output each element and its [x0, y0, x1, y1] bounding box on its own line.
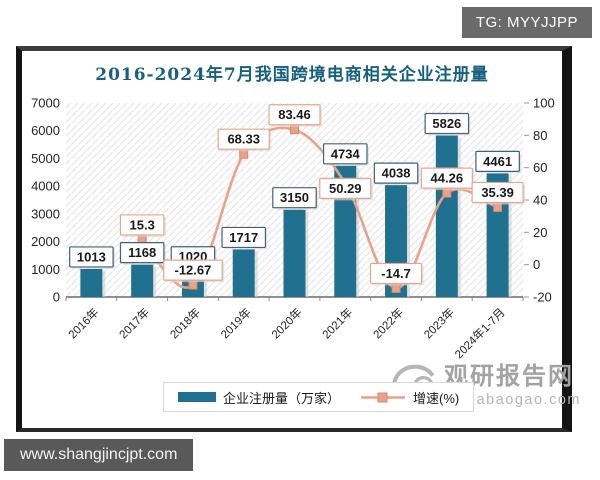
left-axis-tick-label: 5000	[31, 151, 60, 166]
line-value-label-box	[420, 167, 473, 189]
x-axis-category-label: 2016年	[65, 305, 101, 341]
bar-value-label-box	[322, 143, 368, 165]
line-value-label: 50.29	[329, 181, 362, 196]
x-axis-category-label: 2018年	[167, 305, 203, 341]
bar-shadow	[102, 270, 106, 297]
x-axis-category-label: 2024年1-7月	[452, 305, 508, 361]
bar-value-label-box	[475, 150, 520, 172]
legend-label-bars: 企业注册量（万家）	[223, 390, 341, 406]
x-axis-category-label: 2020年	[268, 305, 304, 341]
line-marker	[239, 149, 249, 159]
bar-value-label: 3150	[280, 190, 309, 205]
right-axis-tick-label: -20	[533, 290, 552, 305]
x-axis-category-label: 2021年	[319, 305, 355, 341]
line-value-label: 68.33	[227, 132, 260, 147]
site-url-badge: www.shangjincjpt.com	[4, 439, 194, 471]
line-value-label: 35.39	[481, 185, 514, 200]
legend: 企业注册量（万家） 增速(%)	[163, 382, 475, 412]
bar-value-label: 1168	[128, 245, 156, 260]
line-value-label: -14.7	[381, 266, 411, 281]
line-marker	[442, 188, 452, 198]
bar	[232, 249, 255, 297]
bar-value-label-box	[272, 187, 317, 209]
line-marker	[290, 125, 299, 135]
left-axis-tick-label: 0	[53, 290, 60, 305]
line-value-label-box	[369, 262, 423, 285]
x-axis-category-label: 2023年	[421, 305, 457, 341]
left-axis-tick-label: 6000	[31, 123, 60, 138]
line-value-label: 15.3	[130, 217, 155, 232]
line-marker	[391, 283, 401, 293]
chart-title: 2016-2024年7月我国跨境电商相关企业注册量	[95, 65, 489, 85]
legend-item-line: 增速(%)	[360, 388, 459, 407]
line-value-label-box	[471, 181, 524, 204]
right-axis-tick-label: 60	[533, 160, 547, 175]
bar-value-label-box	[119, 242, 165, 264]
bar-shadow	[254, 251, 258, 297]
line-marker	[188, 280, 198, 290]
watermark-domain: chinabaogao.com	[444, 392, 581, 408]
bar	[435, 135, 458, 297]
right-axis-tick-label: 80	[533, 128, 547, 143]
right-axis-tick-label: 0	[533, 257, 540, 272]
x-axis-category-label: 2019年	[218, 305, 254, 341]
bar	[131, 264, 154, 297]
bar-shadow	[203, 270, 207, 297]
bar-series-swatch	[178, 392, 216, 402]
legend-item-bars: 企业注册量（万家）	[178, 388, 340, 407]
left-axis-tick-label: 2000	[31, 234, 60, 249]
line-marker	[493, 202, 503, 212]
bar-value-label: 5826	[432, 116, 461, 131]
bar-value-label-box	[221, 226, 267, 249]
bar-shadow	[457, 137, 461, 297]
line-value-label-box	[268, 104, 321, 126]
line-value-label: 44.26	[431, 171, 464, 186]
chart-canvas: 0 1000 2000 3000 4000 5000 6000 7000 -20 0 20 40 60 8…	[31, 96, 555, 362]
left-axis-tick-label: 7000	[31, 96, 60, 111]
line-series-swatch	[361, 392, 406, 402]
bar-value-label: 4734	[331, 146, 361, 161]
bar-shadow	[305, 211, 309, 297]
bar-value-label-box	[69, 246, 114, 268]
x-axis-category-label: 2017年	[116, 305, 152, 341]
line-value-label: 83.46	[278, 107, 311, 122]
left-axis-tick-label: 1000	[31, 262, 60, 277]
x-axis-category-label: 2022年	[370, 305, 406, 341]
bar-shadow	[153, 266, 157, 297]
bar-value-label: 1717	[229, 230, 258, 245]
right-axis-tick-label: 100	[533, 96, 555, 111]
chart-frame: 2016-2024年7月我国跨境电商相关企业注册量 0 1000 2000 3000 4…	[16, 46, 579, 432]
bar-value-label-box	[424, 112, 470, 135]
bar	[80, 268, 103, 297]
bar-shadow	[407, 187, 411, 297]
line-value-label: -12.67	[175, 263, 212, 278]
bar-value-label: 4038	[382, 166, 411, 181]
bar-value-label: 4461	[483, 154, 512, 169]
legend-label-line: 增速(%)	[413, 390, 460, 406]
bar	[283, 209, 306, 297]
right-axis-tick-label: 40	[533, 193, 547, 208]
bar-shadow	[508, 175, 512, 297]
line-value-label-box	[319, 177, 372, 199]
line-value-label-box	[119, 214, 165, 236]
bar-shadow	[356, 167, 360, 297]
tg-watermark-badge: TG: MYYJJPP	[461, 7, 592, 38]
left-axis-tick-label: 3000	[31, 206, 60, 221]
line-value-label-box	[217, 128, 270, 150]
bar-value-label-box	[373, 162, 419, 184]
right-axis-tick-label: 20	[533, 225, 547, 240]
left-axis-tick-label: 4000	[31, 179, 60, 194]
bar-value-label: 1013	[77, 249, 106, 264]
line-value-label-box	[163, 259, 223, 281]
